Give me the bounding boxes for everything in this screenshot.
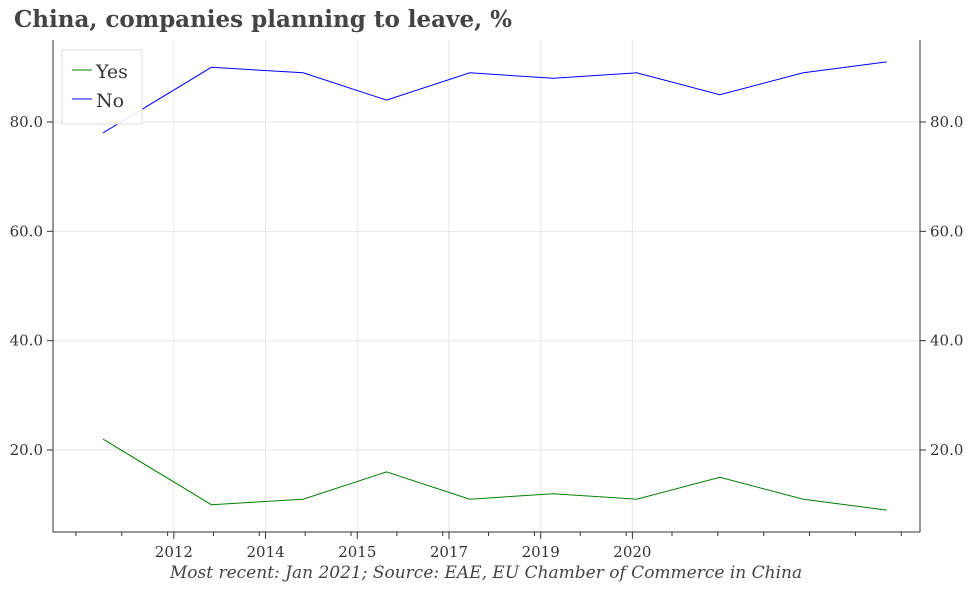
y-tick-label-right: 80.0: [930, 113, 963, 131]
series-line-yes: [102, 438, 887, 511]
legend-label-yes: Yes: [95, 61, 128, 83]
series-lines: [102, 61, 887, 511]
x-tick-label: 2020: [613, 543, 651, 561]
y-tick-label-left: 40.0: [10, 332, 43, 350]
legend: Yes No: [61, 49, 143, 125]
x-tick-label: 2015: [338, 543, 376, 561]
grid-lines: [53, 40, 920, 532]
y-tick-label-right: 40.0: [930, 332, 963, 350]
y-tick-label-right: 60.0: [930, 222, 963, 240]
series-line-no: [102, 61, 887, 134]
legend-box: [61, 49, 143, 125]
axes: 20.0 20.0 40.0 40.0 60.0 60.0 80.0 80.0 2012 2014…: [10, 40, 963, 561]
x-tick-label: 2017: [430, 543, 468, 561]
x-tick-label: 2019: [522, 543, 560, 561]
x-tick-label: 2014: [246, 543, 284, 561]
x-tick-label: 2012: [155, 543, 193, 561]
source-note: Most recent: Jan 2021; Source: EAE, EU C…: [169, 563, 803, 583]
y-tick-label-left: 60.0: [10, 222, 43, 240]
chart-title: China, companies planning to leave, %: [14, 6, 512, 33]
y-tick-label-right: 20.0: [930, 441, 963, 459]
y-tick-label-left: 20.0: [10, 441, 43, 459]
legend-label-no: No: [96, 90, 124, 112]
y-tick-label-left: 80.0: [10, 113, 43, 131]
